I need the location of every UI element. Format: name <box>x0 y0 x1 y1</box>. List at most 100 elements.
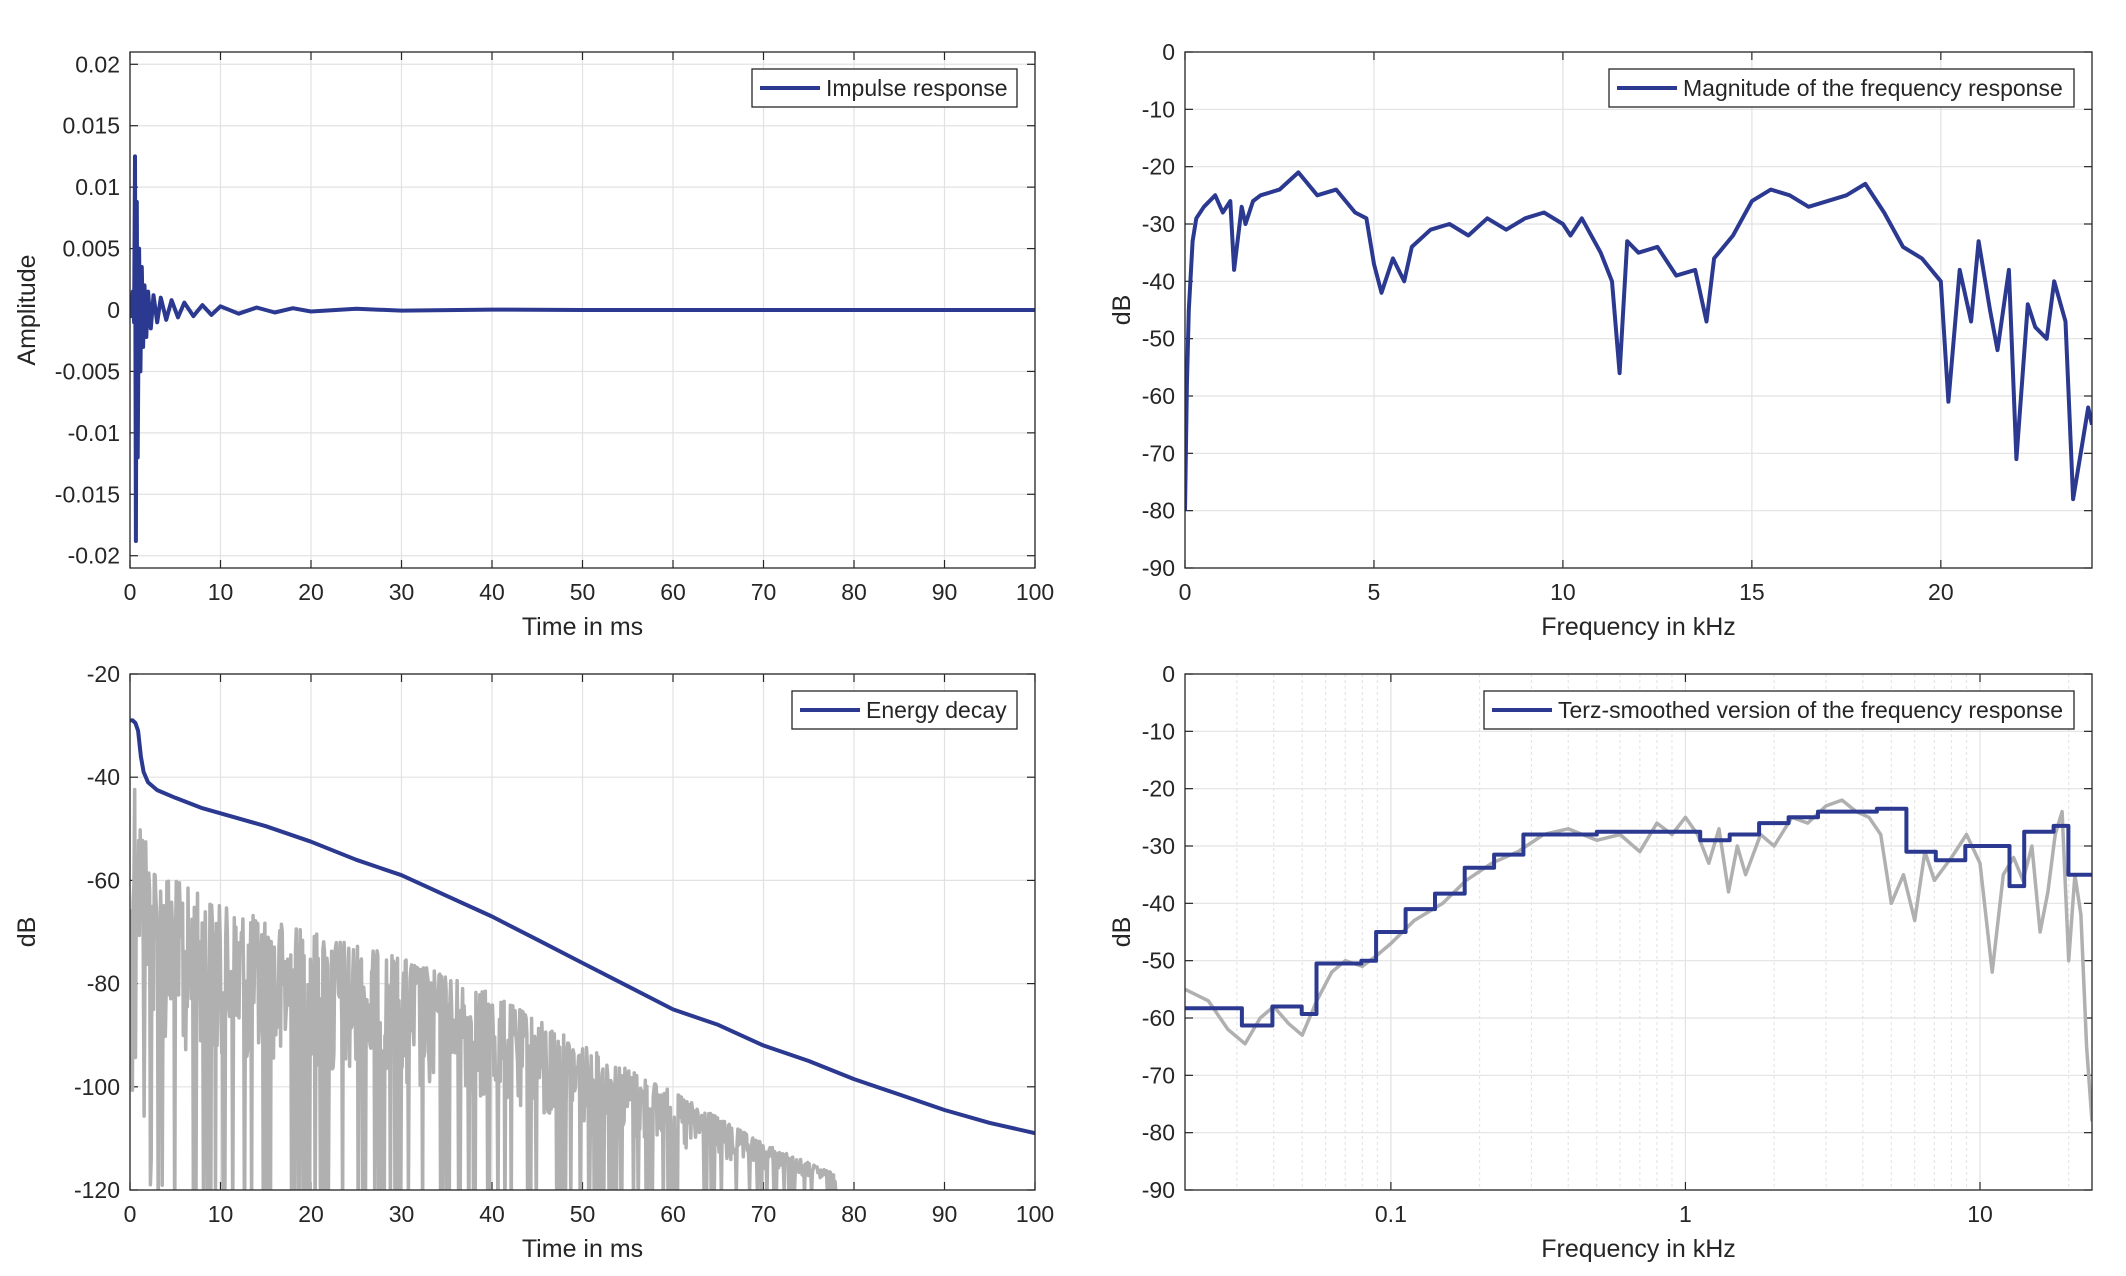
x-tick-label: 40 <box>479 579 505 605</box>
y-tick-label: -70 <box>1142 440 1175 466</box>
x-tick-label: 0 <box>124 1201 137 1227</box>
panel-impulse-response: 0 10 20 30 40 50 60 70 80 90 100 0.02 0.015 0.01 0.005… <box>13 51 1054 641</box>
y-tick-label: -120 <box>74 1177 120 1203</box>
y-tick-label: -20 <box>1142 776 1175 802</box>
x-axis-label: Time in ms <box>522 1235 643 1263</box>
x-tick-label: 0 <box>1179 579 1192 605</box>
plot-marks <box>1185 798 2092 1122</box>
y-tick-label: -50 <box>1142 326 1175 352</box>
y-tick-label: -60 <box>87 867 120 893</box>
legend: Impulse response <box>751 68 1018 108</box>
plot-marks <box>130 154 1035 543</box>
axes-frame <box>1184 51 2093 569</box>
series-line-energy-decay <box>130 718 1035 1136</box>
x-tick-label: 40 <box>479 1201 505 1227</box>
y-axis-label: Amplitude <box>13 254 41 365</box>
y-tick-label: -0.01 <box>68 420 120 446</box>
y-tick-label: -0.005 <box>55 358 120 384</box>
axes-frame <box>129 51 1036 569</box>
plot-marks <box>1185 170 2092 511</box>
legend: Energy decay <box>791 690 1018 730</box>
legend-label: Terz-smoothed version of the frequency r… <box>1558 697 2063 723</box>
y-tick-label: -90 <box>1142 1177 1175 1203</box>
x-tick-label: 10 <box>1550 579 1576 605</box>
y-tick-label: 0.005 <box>62 236 120 262</box>
y-tick-label: -0.015 <box>55 481 120 507</box>
y-tick-label: -40 <box>87 764 120 790</box>
x-tick-label: 10 <box>208 1201 234 1227</box>
axes-frame <box>129 673 1036 1191</box>
x-tick-label: 80 <box>841 579 867 605</box>
x-axis-label: Time in ms <box>522 613 643 641</box>
x-tick-label: 5 <box>1368 579 1381 605</box>
x-tick-label: 50 <box>570 1201 596 1227</box>
x-tick-label: 60 <box>660 579 686 605</box>
x-tick-label: 70 <box>751 1201 777 1227</box>
panel-magnitude-response: 0 5 10 15 20 0 -10 -20 -30 -40 -50 -60 -70 -80 -90 Freq… <box>1108 39 2093 641</box>
plot-area <box>1185 674 2092 1190</box>
series-line-magnitude-of-the-frequency-response <box>1185 170 2092 511</box>
panel-energy-decay: 0 10 20 30 40 50 60 70 80 90 100 -20 -40 -60 -80 -100 -1… <box>13 661 1054 1263</box>
y-tick-label: -0.02 <box>68 543 120 569</box>
y-tick-label: -60 <box>1142 1005 1175 1031</box>
y-axis-label: dB <box>13 917 41 948</box>
x-tick-label: 90 <box>932 579 958 605</box>
x-tick-label: 0.1 <box>1375 1201 1407 1227</box>
y-tick-label: 0.01 <box>75 174 120 200</box>
axes-frame <box>1184 673 2093 1191</box>
y-tick-label: -40 <box>1142 890 1175 916</box>
legend: Magnitude of the frequency response <box>1608 68 2075 108</box>
x-tick-label: 90 <box>932 1201 958 1227</box>
x-tick-label: 70 <box>751 579 777 605</box>
y-tick-label: -100 <box>74 1074 120 1100</box>
y-tick-label: -80 <box>1142 1120 1175 1146</box>
y-tick-label: -30 <box>1142 211 1175 237</box>
y-tick-label: -70 <box>1142 1062 1175 1088</box>
x-axis-label: Frequency in kHz <box>1541 613 1736 641</box>
y-tick-label: -10 <box>1142 96 1175 122</box>
x-tick-label: 50 <box>570 579 596 605</box>
panel-terz-smoothed: 0.1 1 10 0 -10 -20 -30 -40 -50 -60 -70 -80 -90 Freque… <box>1108 661 2093 1263</box>
legend-label: Impulse response <box>826 75 1008 101</box>
legend: Terz-smoothed version of the frequency r… <box>1483 690 2075 730</box>
y-tick-label: -90 <box>1142 555 1175 581</box>
x-tick-label: 100 <box>1016 579 1054 605</box>
x-tick-label: 0 <box>124 579 137 605</box>
x-tick-label: 20 <box>298 579 324 605</box>
x-tick-label: 10 <box>208 579 234 605</box>
x-tick-label: 80 <box>841 1201 867 1227</box>
legend-box <box>1608 68 2075 108</box>
series-line-impulse-response <box>130 154 1035 543</box>
series-line-terz-smoothed-version-of-the-frequency-response <box>1185 806 2092 1028</box>
y-tick-label: 0 <box>1162 661 1175 687</box>
y-tick-label: -80 <box>87 971 120 997</box>
y-tick-label: 0 <box>1162 39 1175 65</box>
x-tick-label: 1 <box>1679 1201 1692 1227</box>
y-tick-label: -30 <box>1142 833 1175 859</box>
y-tick-label: -20 <box>1142 154 1175 180</box>
y-tick-label: -60 <box>1142 383 1175 409</box>
x-axis-label: Frequency in kHz <box>1541 1235 1736 1263</box>
y-tick-label: -10 <box>1142 718 1175 744</box>
x-tick-label: 60 <box>660 1201 686 1227</box>
y-tick-label: 0.02 <box>75 51 120 77</box>
x-tick-label: 15 <box>1739 579 1765 605</box>
x-tick-label: 100 <box>1016 1201 1054 1227</box>
y-tick-label: -50 <box>1142 948 1175 974</box>
legend-label: Magnitude of the frequency response <box>1683 75 2063 101</box>
plot-marks <box>130 718 1035 1190</box>
legend-label: Energy decay <box>866 697 1007 723</box>
series-line-squared-impulse-response-db- <box>130 787 838 1190</box>
y-tick-label: -20 <box>87 661 120 687</box>
y-tick-label: -40 <box>1142 268 1175 294</box>
y-tick-label: 0 <box>107 297 120 323</box>
y-axis-label: dB <box>1108 917 1136 948</box>
y-axis-label: dB <box>1108 295 1136 326</box>
y-tick-label: 0.015 <box>62 113 120 139</box>
y-tick-label: -80 <box>1142 498 1175 524</box>
x-tick-label: 20 <box>1928 579 1954 605</box>
x-tick-label: 20 <box>298 1201 324 1227</box>
x-tick-label: 30 <box>389 1201 415 1227</box>
x-tick-label: 30 <box>389 579 415 605</box>
